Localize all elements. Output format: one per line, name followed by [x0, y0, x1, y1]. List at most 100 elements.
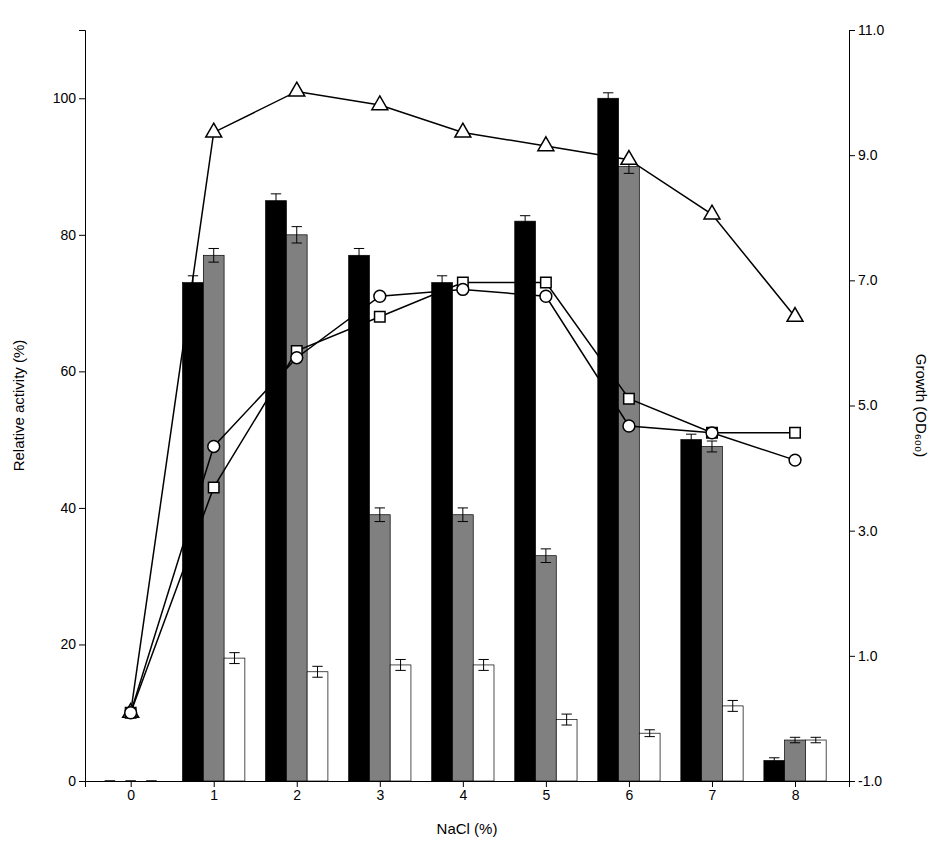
- tick-mark: [79, 98, 85, 99]
- bar: [805, 740, 826, 781]
- tick: 3: [376, 781, 384, 803]
- bar: [369, 515, 390, 781]
- marker: [704, 205, 720, 219]
- error-bar: [375, 508, 385, 522]
- error-bar: [229, 653, 239, 664]
- error-bar: [811, 737, 821, 742]
- tick-label: 9.0: [858, 147, 878, 163]
- marker: [208, 482, 218, 492]
- bar-series: [146, 653, 826, 781]
- marker: [790, 428, 800, 438]
- bar: [556, 720, 577, 781]
- line-series: [125, 284, 801, 719]
- tick-label: 3: [376, 787, 384, 803]
- error-bar: [686, 434, 696, 445]
- marker: [372, 96, 388, 110]
- marker: [289, 82, 305, 96]
- tick: 5.0: [849, 397, 878, 413]
- y-axis-title: Relative activity (%): [10, 340, 27, 472]
- chart: 012345678020406080100-1.01.03.05.07.09.0…: [0, 0, 944, 856]
- marker: [540, 290, 552, 302]
- bar: [432, 283, 453, 781]
- bar: [307, 672, 328, 781]
- tick-label: 1: [210, 787, 218, 803]
- marker: [621, 151, 637, 165]
- bar: [266, 201, 287, 781]
- tick-label: 7.0: [858, 272, 878, 288]
- marker: [375, 312, 385, 322]
- tick: 6: [626, 781, 634, 803]
- bar: [639, 733, 660, 781]
- tick: 4: [459, 781, 467, 803]
- marker: [624, 393, 634, 403]
- error-bar: [437, 276, 447, 290]
- error-bar: [125, 781, 135, 782]
- tick-label: -1.0: [858, 773, 882, 789]
- bar: [452, 515, 473, 781]
- tick: 7: [709, 781, 717, 803]
- tick: 100: [53, 90, 85, 106]
- line: [131, 289, 795, 712]
- bar: [349, 255, 370, 781]
- bar: [722, 706, 743, 781]
- axis-line: [86, 782, 850, 788]
- error-bar: [105, 781, 115, 782]
- line: [131, 283, 795, 713]
- tick-label: 5: [542, 787, 550, 803]
- bar: [619, 167, 640, 781]
- error-bar: [292, 227, 302, 243]
- tick: 40: [60, 500, 85, 516]
- line: [131, 91, 795, 712]
- tick-label: 100: [53, 90, 77, 106]
- tick-mark: [849, 656, 855, 657]
- bar: [224, 658, 245, 781]
- tick: 5: [542, 781, 550, 803]
- tick: 9.0: [849, 147, 878, 163]
- tick-label: 3.0: [858, 523, 878, 539]
- tick: 8: [792, 781, 800, 803]
- bar: [473, 665, 494, 781]
- marker: [623, 420, 635, 432]
- marker: [457, 284, 469, 296]
- tick-mark: [79, 371, 85, 372]
- tick-mark: [79, 781, 85, 782]
- tick-label: 20: [60, 636, 76, 652]
- tick-label: 7: [709, 787, 717, 803]
- tick: 1: [210, 781, 218, 803]
- line-series: [125, 277, 800, 718]
- bar: [141, 781, 162, 782]
- error-bar: [790, 737, 800, 742]
- marker: [707, 428, 717, 438]
- error-bar: [769, 758, 779, 763]
- marker: [789, 454, 801, 466]
- tick: 80: [60, 227, 85, 243]
- error-bar: [146, 781, 156, 782]
- bar-series: [125, 160, 805, 781]
- tick: 60: [60, 363, 85, 379]
- marker: [291, 352, 303, 364]
- tick-mark: [79, 508, 85, 509]
- bar-series: [105, 93, 785, 781]
- marker: [706, 427, 718, 439]
- marker: [374, 290, 386, 302]
- tick-label: 11.0: [858, 22, 884, 38]
- error-bar: [271, 194, 281, 208]
- bar: [702, 446, 723, 781]
- marker: [206, 123, 222, 137]
- error-bar: [541, 549, 551, 563]
- tick-mark: [849, 280, 855, 281]
- tick-label: 0: [68, 773, 76, 789]
- bar: [286, 235, 307, 781]
- tick-label: 8: [792, 787, 800, 803]
- tick-label: 5.0: [858, 397, 878, 413]
- bar: [536, 556, 557, 781]
- tick: 7.0: [849, 272, 878, 288]
- bar: [681, 440, 702, 781]
- tick-mark: [849, 155, 855, 156]
- line-series: [123, 82, 803, 717]
- tick: 11.0: [849, 22, 884, 38]
- bar: [515, 221, 536, 781]
- marker: [787, 308, 803, 322]
- bar: [183, 283, 204, 781]
- tick-label: 1.0: [858, 648, 878, 664]
